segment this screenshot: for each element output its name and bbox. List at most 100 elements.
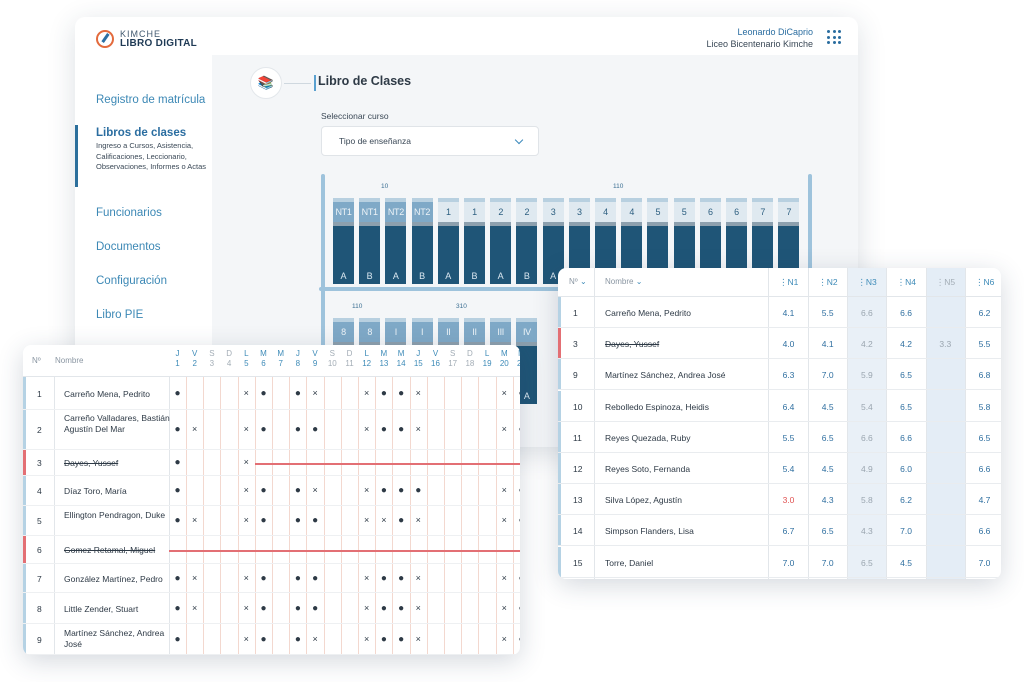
absent-mark[interactable]: ×: [415, 572, 421, 583]
present-mark[interactable]: ●: [398, 633, 405, 645]
book-course[interactable]: 7: [752, 198, 774, 284]
day-column-header[interactable]: M 14: [393, 345, 410, 655]
present-mark[interactable]: ●: [260, 387, 267, 399]
book-course[interactable]: NT2 B: [411, 198, 433, 284]
table-row[interactable]: 3 Dayes, Yussef 4.0 4.1 4.2 4.2 3.3 5.5: [558, 328, 1001, 360]
grade-cell[interactable]: 6.0: [900, 464, 912, 474]
absent-mark[interactable]: ×: [415, 387, 421, 398]
absent-mark[interactable]: ×: [415, 515, 421, 525]
grade-cell[interactable]: 4.1: [782, 308, 795, 318]
grade-cell[interactable]: 7.0: [782, 557, 795, 568]
grade-column-header[interactable]: ⋮N2: [818, 277, 838, 287]
present-mark[interactable]: ●: [260, 572, 267, 584]
book-course[interactable]: NT1 B: [359, 198, 381, 284]
grade-column-header[interactable]: ⋮N1: [779, 277, 799, 287]
grade-cell[interactable]: 7.0: [900, 526, 912, 537]
table-row[interactable]: 3 Dayes, Yussef ● ×: [23, 450, 520, 476]
book-course[interactable]: 6: [699, 198, 721, 284]
absent-mark[interactable]: ×: [501, 602, 507, 613]
grade-cell[interactable]: 6.4: [782, 401, 795, 412]
grade-cell[interactable]: 6.5: [821, 526, 834, 537]
present-mark[interactable]: ●: [260, 485, 267, 496]
present-mark[interactable]: ●: [380, 485, 387, 496]
present-mark[interactable]: ●: [174, 633, 181, 645]
grade-cell[interactable]: 7.0: [978, 557, 991, 568]
grade-cell[interactable]: 5.8: [860, 495, 873, 506]
grade-cell[interactable]: 6.5: [900, 370, 912, 381]
grade-cell[interactable]: 6.5: [860, 557, 873, 568]
day-column-header[interactable]: S 10: [324, 345, 341, 655]
present-mark[interactable]: ●: [260, 515, 267, 526]
present-mark[interactable]: ●: [380, 602, 387, 614]
grade-cell[interactable]: 4.2: [860, 339, 873, 350]
grade-cell[interactable]: 6.8: [978, 370, 991, 381]
present-mark[interactable]: ●: [380, 387, 387, 399]
table-row[interactable]: 10 Rebolledo Espinoza, Heidis 6.4 4.5 5.4 6.5…: [558, 390, 1001, 422]
table-row[interactable]: 9 Martínez Sánchez, Andrea José 6.3 7.0 5.9 6…: [558, 359, 1001, 391]
grade-cell[interactable]: 6.6: [900, 308, 912, 318]
present-mark[interactable]: ●: [513, 485, 520, 496]
table-row[interactable]: 1 Carreño Mena, Pedrito 4.1 5.5 6.6 6.6 6.2: [558, 297, 1001, 328]
grade-cell[interactable]: 4.2: [900, 339, 912, 350]
grade-cell[interactable]: 4.3: [860, 526, 873, 537]
absent-mark[interactable]: ×: [501, 387, 507, 398]
absent-mark[interactable]: ×: [364, 572, 370, 583]
grade-cell[interactable]: 4.0: [782, 339, 795, 350]
absent-mark[interactable]: ×: [243, 457, 249, 467]
chevron-down-icon[interactable]: ⌄: [579, 277, 587, 286]
present-mark[interactable]: ●: [312, 424, 319, 435]
sidebar-item-libro-pie[interactable]: Libro PIE: [96, 309, 144, 321]
absent-mark[interactable]: ×: [501, 485, 507, 495]
present-mark[interactable]: ●: [260, 424, 267, 435]
present-mark[interactable]: ●: [513, 603, 520, 614]
grade-cell[interactable]: 5.5: [821, 308, 834, 318]
present-mark[interactable]: ●: [398, 424, 405, 435]
absent-mark[interactable]: ×: [192, 572, 198, 583]
table-row[interactable]: 14 Simpson Flanders, Lisa 6.7 6.5 4.3 7.0 6.6: [558, 515, 1001, 547]
absent-mark[interactable]: ×: [364, 633, 370, 644]
book-course[interactable]: IV A: [516, 318, 538, 404]
present-mark[interactable]: ●: [513, 424, 520, 435]
absent-mark[interactable]: ×: [364, 424, 370, 434]
present-mark[interactable]: ●: [174, 485, 181, 496]
absent-mark[interactable]: ×: [501, 424, 507, 434]
present-mark[interactable]: ●: [513, 515, 520, 526]
present-mark[interactable]: ●: [174, 387, 181, 399]
day-column-header[interactable]: D 11: [341, 345, 358, 655]
absent-mark[interactable]: ×: [192, 515, 198, 525]
book-course[interactable]: 6: [726, 198, 747, 284]
grade-cell[interactable]: 6.2: [900, 495, 912, 506]
present-mark[interactable]: ●: [398, 602, 405, 614]
table-row[interactable]: 4 Díaz Toro, María ● × ● ● × × ● ● ● × ●: [23, 476, 520, 506]
present-mark[interactable]: ●: [398, 485, 405, 496]
grade-cell[interactable]: 3.0: [782, 495, 795, 506]
present-mark[interactable]: ●: [398, 387, 405, 399]
grade-cell[interactable]: 6.7: [782, 526, 795, 537]
grade-column-header[interactable]: ⋮N4: [896, 277, 916, 287]
table-row[interactable]: 2 Carreño Valladares, Bastián Agustín Del…: [23, 410, 520, 450]
course-type-select[interactable]: Tipo de enseñanza: [321, 126, 539, 156]
present-mark[interactable]: ●: [260, 633, 267, 645]
grade-cell[interactable]: 4.5: [821, 464, 834, 474]
present-mark[interactable]: ●: [174, 424, 181, 435]
book-course[interactable]: 5: [673, 198, 695, 284]
present-mark[interactable]: ●: [174, 515, 181, 526]
day-column-header[interactable]: V 16: [427, 345, 444, 655]
sidebar-item-configuracion[interactable]: Configuración: [96, 275, 167, 287]
present-mark[interactable]: ●: [312, 515, 319, 526]
absent-mark[interactable]: ×: [415, 602, 421, 613]
present-mark[interactable]: ●: [294, 572, 301, 584]
absent-mark[interactable]: ×: [501, 572, 507, 583]
absent-mark[interactable]: ×: [243, 633, 249, 644]
present-mark[interactable]: ●: [513, 634, 520, 645]
present-mark[interactable]: ●: [312, 572, 319, 584]
table-row[interactable]: 12 Reyes Soto, Fernanda 5.4 4.5 4.9 6.0 6.6: [558, 453, 1001, 484]
absent-mark[interactable]: ×: [364, 387, 370, 398]
present-mark[interactable]: ●: [294, 424, 301, 435]
